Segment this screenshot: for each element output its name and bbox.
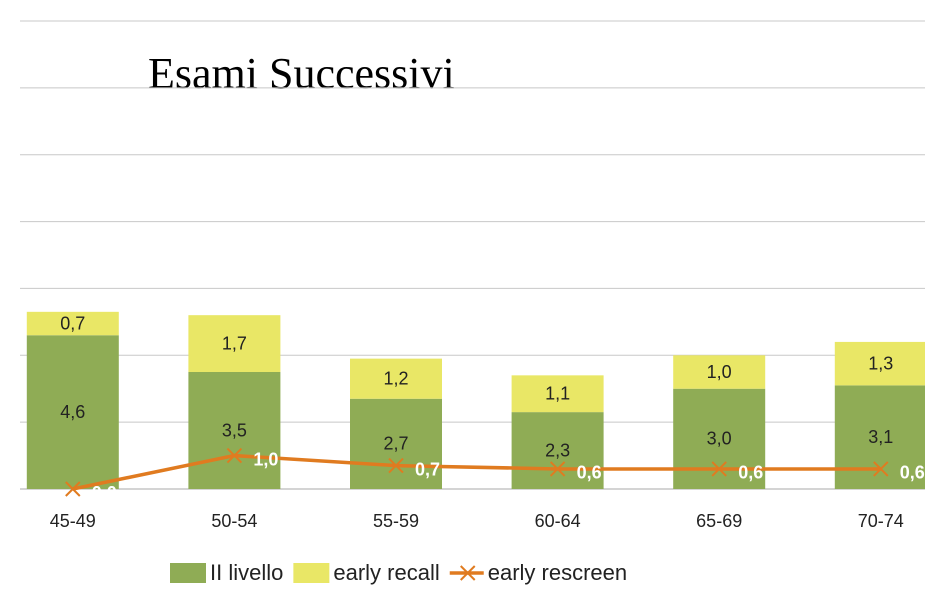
data-label: 0,6: [577, 463, 602, 483]
line-marker: [388, 457, 404, 474]
x-tick-label: 55-59: [373, 511, 419, 531]
legend-marker: [460, 565, 476, 581]
line: [72, 453, 881, 491]
legend-item: early recall: [293, 560, 440, 585]
line-marker: [226, 447, 243, 464]
data-label: 1,3: [868, 353, 893, 373]
data-label: 1,7: [222, 333, 247, 353]
x-tick-label: 50-54: [211, 511, 257, 531]
x-tick-label: 65-69: [696, 511, 742, 531]
line-marker: [549, 461, 566, 477]
legend-label: II livello: [210, 560, 283, 585]
bar-segment: [834, 385, 925, 489]
bar-segment: [26, 335, 119, 489]
data-label: 0,0: [92, 483, 117, 503]
data-label: 1,2: [383, 368, 408, 388]
bar-segment: [511, 412, 604, 489]
legend-label: early rescreen: [488, 560, 627, 585]
x-tick-label: 60-64: [535, 511, 581, 531]
line-marker: [711, 461, 727, 477]
legend-item: II livello: [170, 560, 283, 585]
data-label: 0,7: [415, 459, 440, 479]
data-label: 4,6: [60, 402, 85, 422]
data-label: 3,5: [222, 420, 247, 440]
data-label: 2,3: [545, 440, 570, 460]
bar-segment: [188, 372, 281, 489]
data-label: 0,7: [60, 313, 85, 333]
bar-segment: [673, 388, 766, 489]
bar-segment: [673, 355, 766, 389]
legend-label: early recall: [333, 560, 439, 585]
legend-swatch: [293, 563, 330, 583]
data-label: 1,0: [253, 449, 278, 469]
data-label: 3,1: [868, 427, 893, 447]
line-marker: [65, 481, 81, 497]
data-label: 1,1: [545, 383, 570, 403]
bar-segment: [188, 315, 281, 372]
line-marker: [873, 461, 889, 477]
x-tick-label: 45-49: [50, 511, 96, 531]
data-label: 2,7: [383, 434, 408, 454]
bar-segment: [834, 341, 925, 386]
legend-item: early rescreen: [449, 560, 627, 585]
data-label: 3,0: [707, 429, 732, 449]
data-label: 0,6: [900, 463, 925, 483]
bar-segment: [350, 398, 442, 489]
bar-segment: [511, 375, 604, 413]
x-tick-label: 70-74: [858, 511, 904, 531]
chart-title: Esami Successivi: [148, 49, 455, 98]
legend-swatch: [170, 563, 206, 583]
data-label: 0,6: [738, 463, 763, 483]
bar-segment: [350, 358, 442, 399]
data-label: 1,0: [707, 362, 732, 382]
bar-segment: [26, 311, 119, 336]
